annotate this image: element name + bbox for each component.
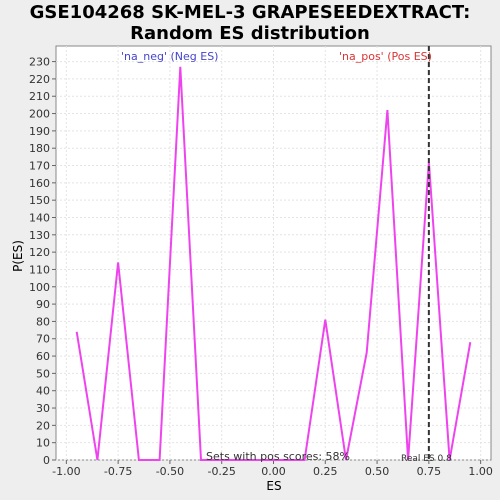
x-tick-label: 0.25 [313,465,338,478]
y-tick-label: 170 [29,160,50,173]
chart-title-line-2: Random ES distribution [130,23,370,44]
y-tick-label: 180 [29,142,50,155]
pos-scores-annotation: Sets with pos scores: 58% [206,450,350,463]
y-axis-ticks: 0 10 20 30 40 50 60 70 80 90 100 110 120 130 140 150 160… [29,56,56,467]
y-tick-label: 120 [29,246,50,259]
plot-area [55,45,492,461]
y-tick-label: 30 [36,402,50,415]
y-tick-label: 210 [29,90,50,103]
legend-pos-label: 'na_pos' (Pos ES) [339,50,432,63]
y-tick-label: 60 [36,350,50,363]
y-tick-label: 220 [29,73,50,86]
chart-title: GSE104268 SK-MEL-3 GRAPESEEDEXTRACT: Ran… [0,2,500,44]
chart-title-line-1: GSE104268 SK-MEL-3 GRAPESEEDEXTRACT: [29,2,471,23]
y-tick-label: 200 [29,108,50,121]
y-tick-label: 110 [29,263,50,276]
x-tick-label: 0.50 [365,465,390,478]
y-tick-label: 40 [36,385,50,398]
y-tick-label: 20 [36,419,50,432]
x-axis-ticks: -1.00 -0.75 -0.50 -0.25 0.00 0.25 0.50 0.75 1.00 [52,460,493,478]
y-tick-label: 140 [29,211,50,224]
y-tick-label: 90 [36,298,50,311]
x-tick-label: 1.00 [468,465,493,478]
x-tick-label: -1.00 [52,465,80,478]
x-tick-label: 0.00 [261,465,286,478]
x-axis-title: ES [266,479,281,493]
y-tick-label: 70 [36,333,50,346]
x-tick-label: -0.25 [207,465,235,478]
x-tick-label: -0.75 [104,465,132,478]
y-tick-label: 130 [29,229,50,242]
y-tick-label: 80 [36,315,50,328]
y-tick-label: 230 [29,56,50,69]
y-tick-label: 150 [29,194,50,207]
y-tick-label: 100 [29,281,50,294]
y-tick-label: 190 [29,125,50,138]
y-tick-label: 0 [43,454,50,467]
y-axis-title: P(ES) [11,240,25,272]
y-tick-label: 50 [36,367,50,380]
y-tick-label: 10 [36,437,50,450]
x-tick-label: -0.50 [156,465,184,478]
real-es-annotation: Real ES 0.8 [401,454,452,464]
y-tick-label: 160 [29,177,50,190]
x-tick-label: 0.75 [417,465,442,478]
legend-neg-label: 'na_neg' (Neg ES) [121,50,218,63]
series-line [75,66,472,461]
